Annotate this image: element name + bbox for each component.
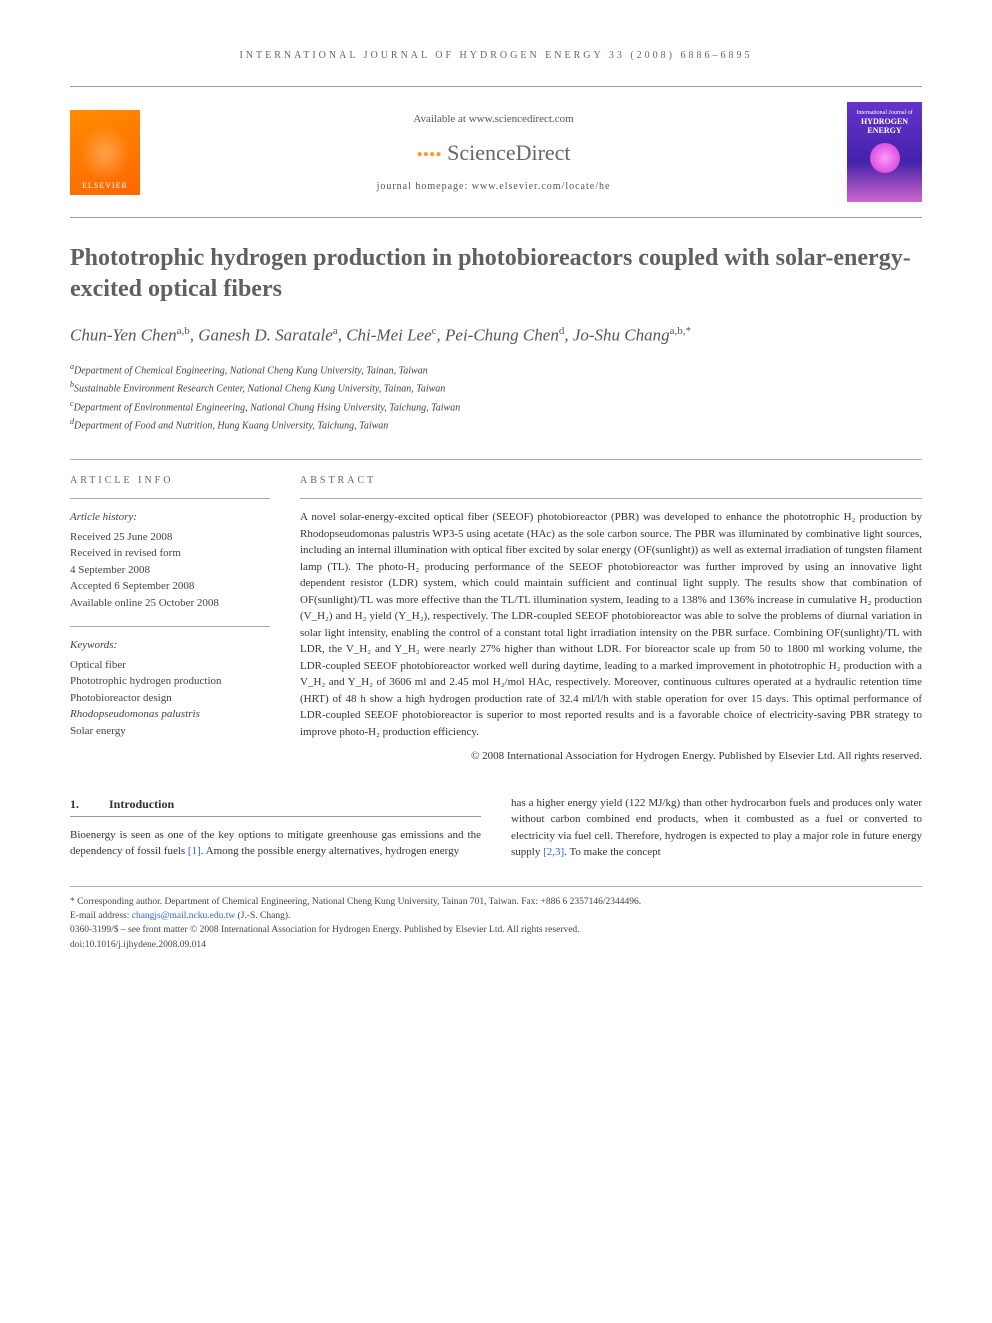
affiliation-line: bSustainable Environment Research Center… xyxy=(70,379,922,397)
abstract-text: A novel solar-energy-excited optical fib… xyxy=(300,498,922,740)
keyword-item: Photobioreactor design xyxy=(70,690,270,707)
authors-list: Chun-Yen Chena,b, Ganesh D. Saratalea, C… xyxy=(70,325,922,346)
email-suffix: (J.-S. Chang). xyxy=(235,911,290,921)
history-line: Received 25 June 2008 xyxy=(70,529,270,546)
keyword-item: Phototrophic hydrogen production xyxy=(70,673,270,690)
doi-line: doi:10.1016/j.ijhydene.2008.09.014 xyxy=(70,938,922,952)
history-line: Received in revised form xyxy=(70,545,270,562)
email-label: E-mail address: xyxy=(70,911,132,921)
keyword-item: Rhodopseudomonas palustris xyxy=(70,706,270,723)
elsevier-tree-icon xyxy=(80,126,130,181)
section-heading: 1. Introduction xyxy=(70,795,481,817)
affiliation-line: dDepartment of Food and Nutrition, Hung … xyxy=(70,416,922,434)
cover-graphic-icon xyxy=(870,143,900,173)
affiliation-line: cDepartment of Environmental Engineering… xyxy=(70,398,922,416)
abstract-copyright: © 2008 International Association for Hyd… xyxy=(300,748,922,765)
affiliations-list: aDepartment of Chemical Engineering, Nat… xyxy=(70,361,922,434)
keyword-item: Optical fiber xyxy=(70,657,270,674)
keyword-item: Solar energy xyxy=(70,723,270,740)
body-columns: 1. Introduction Bioenergy is seen as one … xyxy=(70,795,922,861)
sciencedirect-logo: •••• ScienceDirect xyxy=(140,140,847,166)
section-number: 1. xyxy=(70,797,79,811)
article-info-heading: ARTICLE INFO xyxy=(70,475,270,486)
keywords-label: Keywords: xyxy=(70,637,270,654)
sd-dots-icon: •••• xyxy=(416,144,441,164)
body-column-left: 1. Introduction Bioenergy is seen as one … xyxy=(70,795,481,861)
history-line: 4 September 2008 xyxy=(70,562,270,579)
ref-link[interactable]: [1] xyxy=(188,845,201,857)
publisher-header: ELSEVIER Available at www.sciencedirect.… xyxy=(70,86,922,218)
journal-homepage: journal homepage: www.elsevier.com/locat… xyxy=(140,181,847,192)
history-label: Article history: xyxy=(70,509,270,526)
email-address[interactable]: changjs@mail.ncku.edu.tw xyxy=(132,911,235,921)
cover-line3: ENERGY xyxy=(867,126,901,135)
sciencedirect-text: ScienceDirect xyxy=(447,140,570,165)
elsevier-label: ELSEVIER xyxy=(82,181,128,190)
affiliation-line: aDepartment of Chemical Engineering, Nat… xyxy=(70,361,922,379)
section-title-text: Introduction xyxy=(109,797,174,811)
elsevier-logo: ELSEVIER xyxy=(70,110,140,195)
email-line: E-mail address: changjs@mail.ncku.edu.tw… xyxy=(70,909,922,923)
issn-line: 0360-3199/$ – see front matter © 2008 In… xyxy=(70,923,922,937)
body-paragraph: Bioenergy is seen as one of the key opti… xyxy=(70,827,481,860)
body-column-right: has a higher energy yield (122 MJ/kg) th… xyxy=(511,795,922,861)
journal-citation: INTERNATIONAL JOURNAL OF HYDROGEN ENERGY… xyxy=(70,50,922,61)
body-paragraph: has a higher energy yield (122 MJ/kg) th… xyxy=(511,795,922,861)
history-line: Available online 25 October 2008 xyxy=(70,595,270,612)
available-at: Available at www.sciencedirect.com xyxy=(140,113,847,125)
corresponding-author: * Corresponding author. Department of Ch… xyxy=(70,895,922,909)
cover-line1: International Journal of xyxy=(856,110,912,117)
keywords-section: Keywords: Optical fiberPhototrophic hydr… xyxy=(70,626,270,739)
history-line: Accepted 6 September 2008 xyxy=(70,578,270,595)
article-info-column: ARTICLE INFO Article history: Received 2… xyxy=(70,475,270,765)
page-footer: * Corresponding author. Department of Ch… xyxy=(70,886,922,952)
abstract-column: ABSTRACT A novel solar-energy-excited op… xyxy=(300,475,922,765)
article-title: Phototrophic hydrogen production in phot… xyxy=(70,243,922,305)
article-history: Article history: Received 25 June 2008Re… xyxy=(70,498,270,611)
cover-line2: HYDROGEN xyxy=(861,117,908,126)
journal-cover-thumbnail: International Journal of HYDROGEN ENERGY xyxy=(847,102,922,202)
abstract-heading: ABSTRACT xyxy=(300,475,922,486)
ref-link[interactable]: [2,3] xyxy=(543,846,564,858)
